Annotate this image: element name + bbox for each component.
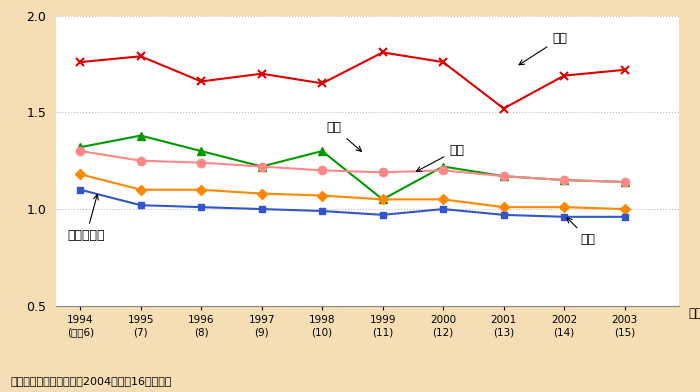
Text: 市部: 市部 xyxy=(416,143,464,171)
Text: 区部: 区部 xyxy=(567,218,596,245)
Text: 東京都全体: 東京都全体 xyxy=(67,194,105,242)
Text: 郡部: 郡部 xyxy=(327,122,361,151)
Text: 年度: 年度 xyxy=(688,307,700,320)
Text: 島部: 島部 xyxy=(519,33,567,65)
Text: 資料：東京都衛生年報（2004（平成16）年版）: 資料：東京都衛生年報（2004（平成16）年版） xyxy=(10,376,172,386)
